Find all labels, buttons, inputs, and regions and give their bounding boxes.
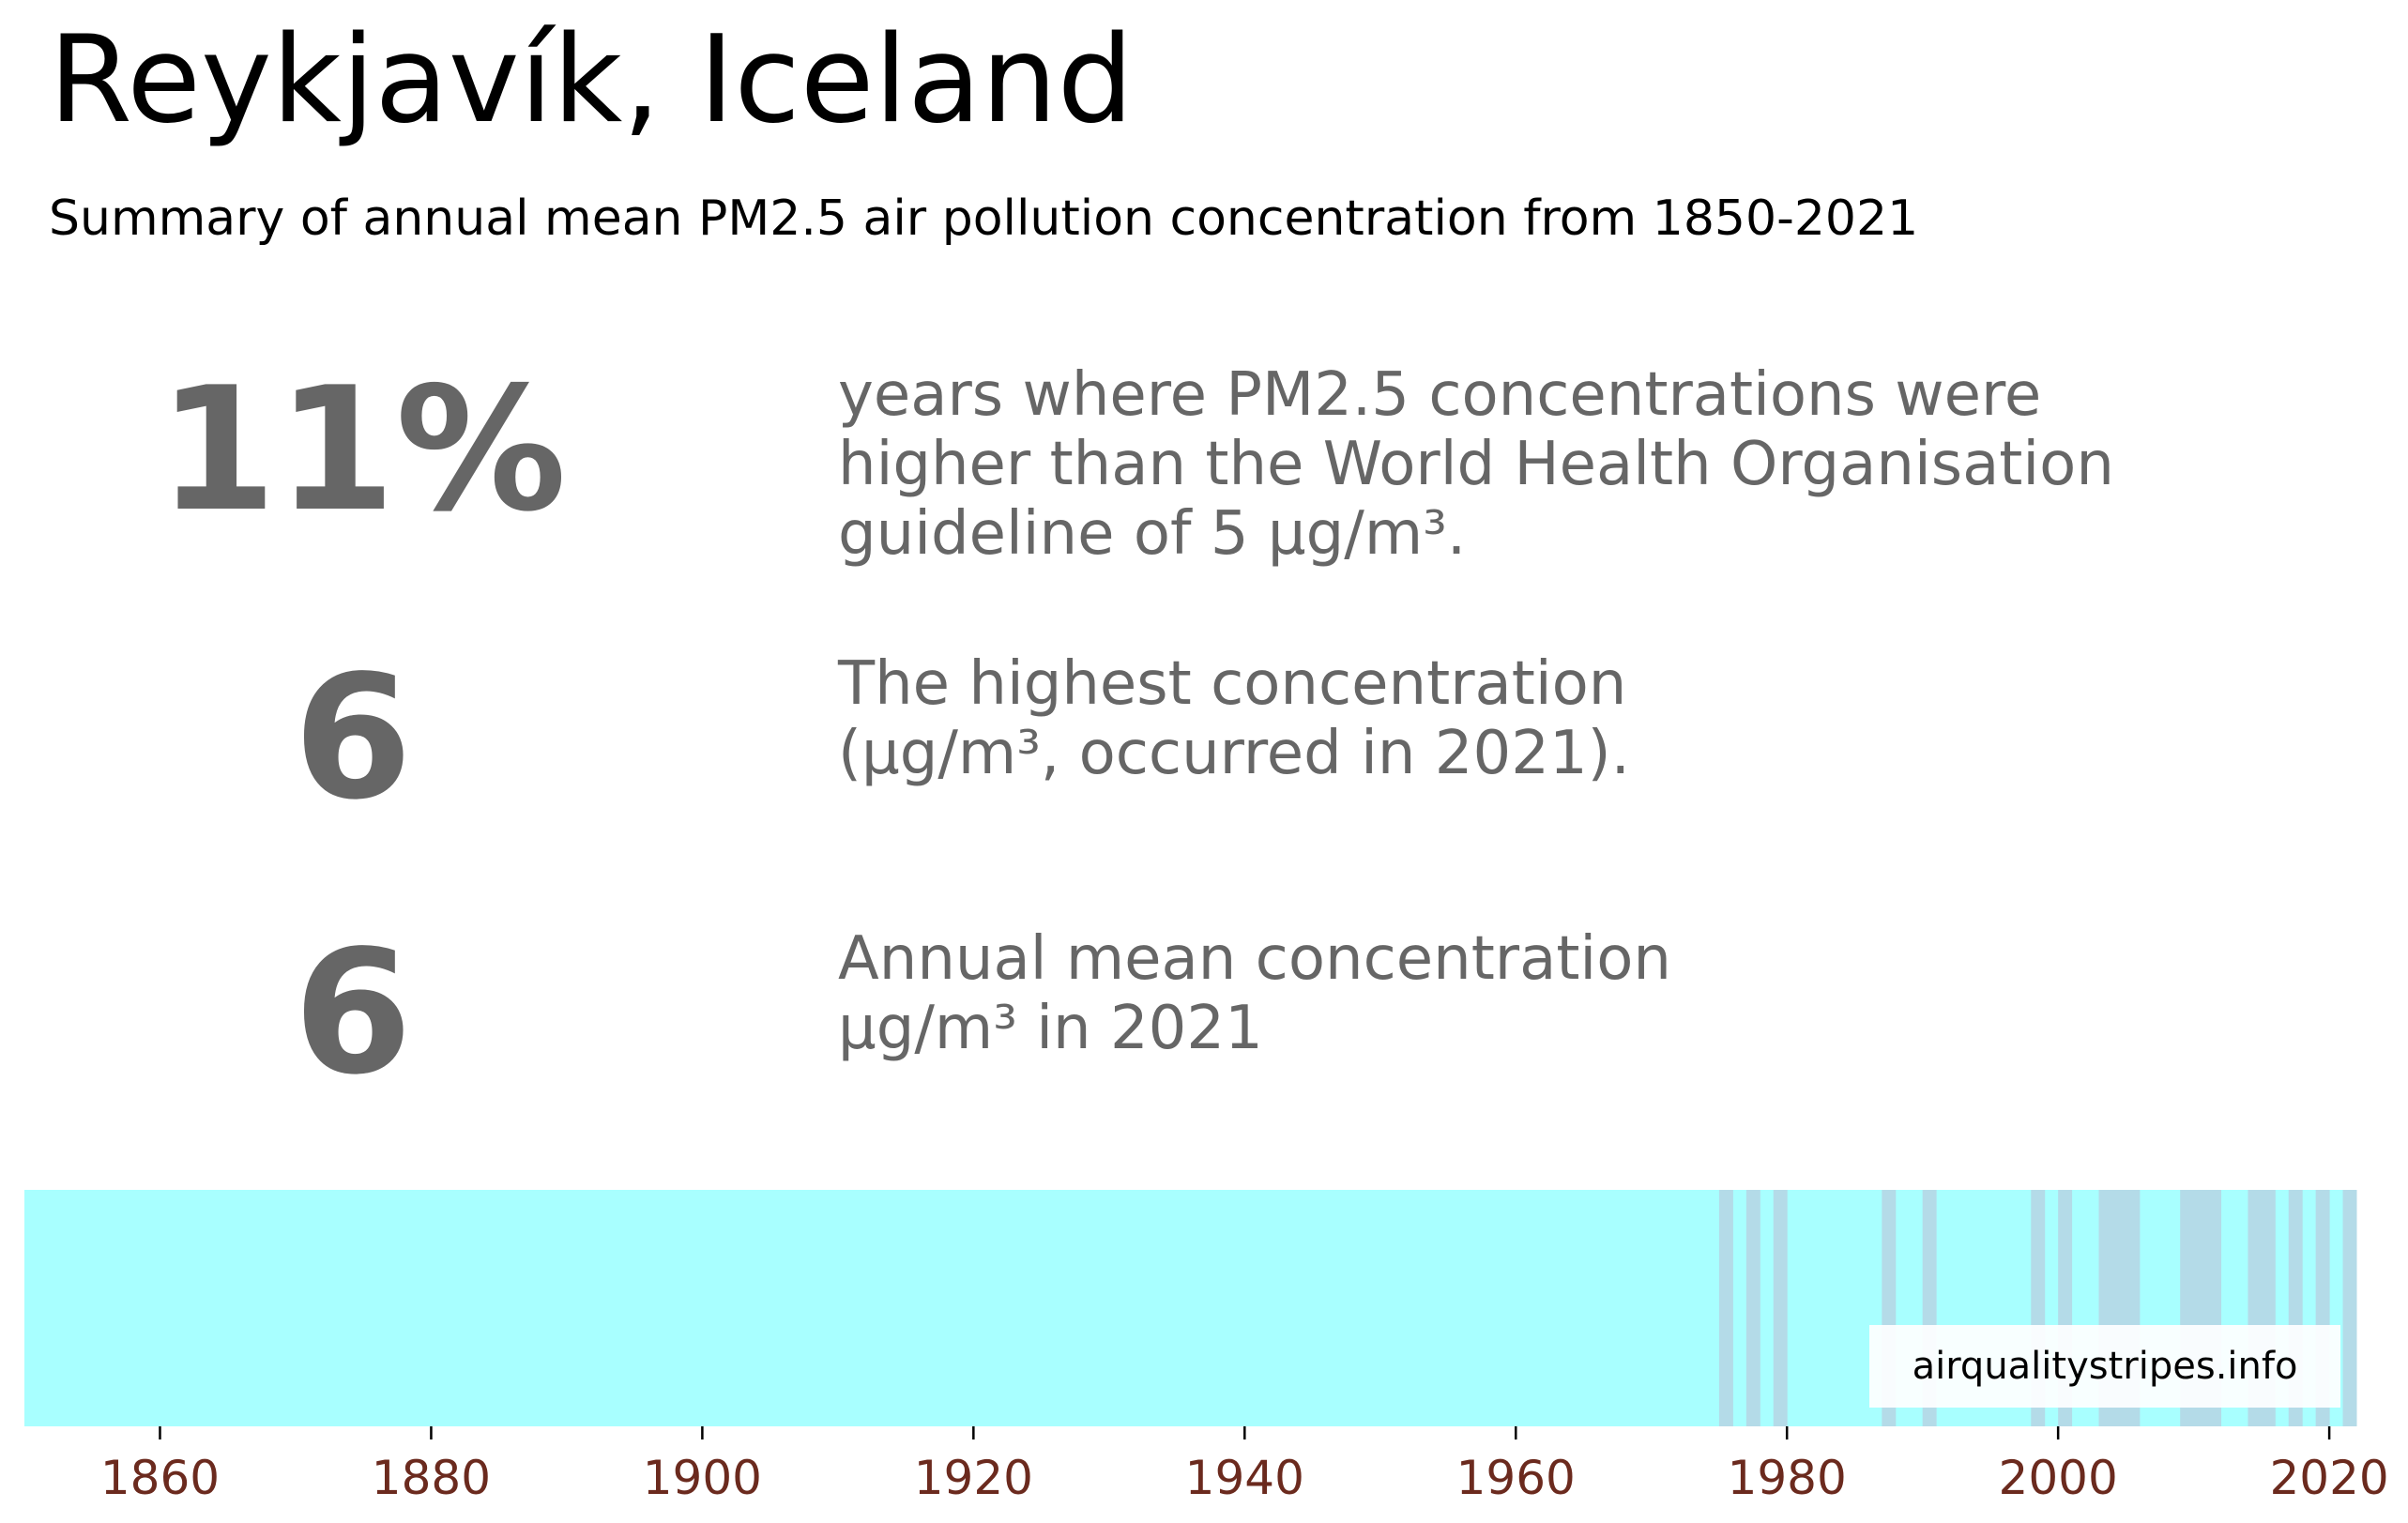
stat-annual-mean-value: 6 bbox=[293, 913, 413, 1112]
x-tick-label-1860: 1860 bbox=[100, 1451, 220, 1505]
x-tick-label-1920: 1920 bbox=[914, 1451, 1033, 1505]
page-title: Reykjavík, Iceland bbox=[49, 10, 1134, 150]
stat-highest-description: The highest concentration (µg/m³, occurr… bbox=[838, 649, 1630, 788]
stat-highest-value: 6 bbox=[293, 638, 413, 837]
stat-annual-mean-description: Annual mean concentration µg/m³ in 2021 bbox=[838, 924, 1671, 1063]
x-tick-label-1900: 1900 bbox=[643, 1451, 762, 1505]
x-tick-label-2000: 2000 bbox=[1999, 1451, 2118, 1505]
stripe-1975 bbox=[1718, 1190, 1733, 1426]
stripe-1977 bbox=[1745, 1190, 1760, 1426]
credit-label: airqualitystripes.info bbox=[1869, 1325, 2340, 1408]
stripe-2021 bbox=[2342, 1190, 2357, 1426]
x-tick-label-1880: 1880 bbox=[372, 1451, 491, 1505]
x-tick-label-1960: 1960 bbox=[1456, 1451, 1576, 1505]
stat-exceedance-description: years where PM2.5 concentrations were hi… bbox=[838, 360, 2114, 569]
x-tick-label-1980: 1980 bbox=[1728, 1451, 1847, 1505]
x-tick-label-1940: 1940 bbox=[1185, 1451, 1304, 1505]
stat-exceedance-value: 11% bbox=[158, 350, 567, 549]
stripe-1979 bbox=[1773, 1190, 1788, 1426]
page-subtitle: Summary of annual mean PM2.5 air polluti… bbox=[49, 190, 1919, 247]
x-tick-label-2020: 2020 bbox=[2269, 1451, 2388, 1505]
